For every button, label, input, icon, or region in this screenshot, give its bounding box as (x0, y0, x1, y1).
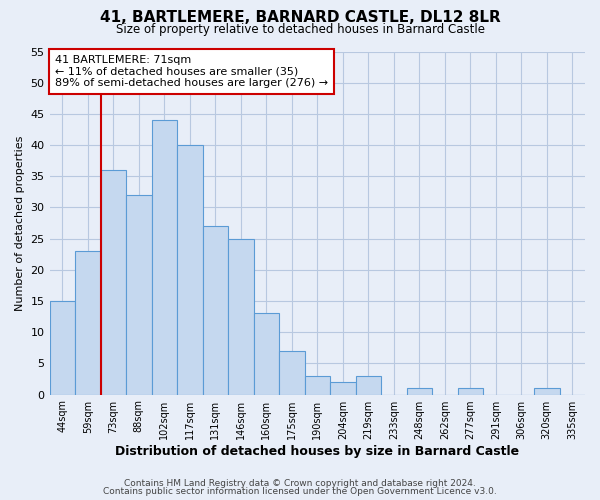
Bar (305, 376, 330, 394)
Bar (279, 351, 305, 395)
Text: Contains public sector information licensed under the Open Government Licence v3: Contains public sector information licen… (103, 487, 497, 496)
Y-axis label: Number of detached properties: Number of detached properties (15, 136, 25, 310)
X-axis label: Distribution of detached houses by size in Barnard Castle: Distribution of detached houses by size … (115, 444, 520, 458)
Bar (126, 195, 152, 394)
Bar (50, 301, 75, 394)
Bar (75, 251, 101, 394)
Bar (534, 388, 560, 394)
Bar (356, 376, 381, 394)
Bar (177, 145, 203, 394)
Text: Size of property relative to detached houses in Barnard Castle: Size of property relative to detached ho… (115, 22, 485, 36)
Bar (152, 120, 177, 394)
Bar (101, 170, 126, 394)
Text: 41, BARTLEMERE, BARNARD CASTLE, DL12 8LR: 41, BARTLEMERE, BARNARD CASTLE, DL12 8LR (100, 10, 500, 25)
Bar (254, 314, 279, 394)
Bar (407, 388, 432, 394)
Bar (458, 388, 483, 394)
Bar (228, 238, 254, 394)
Bar (330, 382, 356, 394)
Text: 41 BARTLEMERE: 71sqm
← 11% of detached houses are smaller (35)
89% of semi-detac: 41 BARTLEMERE: 71sqm ← 11% of detached h… (55, 55, 328, 88)
Text: Contains HM Land Registry data © Crown copyright and database right 2024.: Contains HM Land Registry data © Crown c… (124, 478, 476, 488)
Bar (203, 226, 228, 394)
